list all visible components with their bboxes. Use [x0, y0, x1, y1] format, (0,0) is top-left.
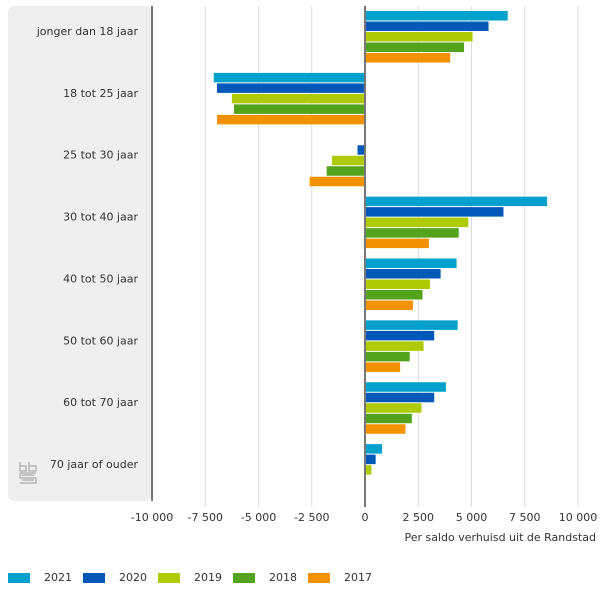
legend-swatch: [158, 572, 180, 583]
bar-2017-1: [216, 114, 365, 125]
bar-2018-4: [365, 290, 423, 300]
x-tick-label: 0: [362, 511, 369, 524]
bar-2020-5: [365, 330, 435, 341]
bar-2018-0: [365, 42, 465, 52]
category-panel: [8, 6, 152, 501]
x-tick-label: -5 000: [241, 511, 276, 524]
legend-item-2020: 2020: [83, 571, 158, 584]
bar-2019-1: [231, 93, 365, 104]
category-label: jonger dan 18 jaar: [36, 25, 139, 38]
bar-chart: jonger dan 18 jaar 18 tot 25 jaar 25 tot 3…: [8, 6, 597, 544]
bar-2020-4: [365, 269, 441, 279]
bar-2017-6: [365, 424, 406, 434]
x-tick-label: 7 500: [509, 511, 541, 524]
bar-2021-0: [365, 11, 508, 21]
bar-2018-5: [365, 351, 410, 362]
category-label: 40 tot 50 jaar: [63, 272, 138, 285]
bar-2019-7: [365, 465, 372, 475]
bar-2017-3: [365, 238, 429, 249]
category-label: 70 jaar of ouder: [50, 458, 139, 471]
legend-label: 2020: [119, 571, 147, 584]
legend-swatch: [308, 572, 330, 583]
x-tick-label: -2 500: [294, 511, 329, 524]
bar-2019-0: [365, 32, 473, 42]
category-label: 25 tot 30 jaar: [63, 149, 138, 162]
bars: [213, 11, 548, 475]
tick-labels: -10 000 -7 500 -5 000 -2 500 0 2 500 5 000 7 50…: [131, 511, 597, 524]
bar-2021-1: [213, 72, 365, 83]
legend-swatch: [83, 572, 105, 583]
bar-2020-3: [365, 207, 504, 217]
bar-2018-6: [365, 413, 412, 424]
category-label: 18 tot 25 jaar: [63, 87, 138, 100]
category-label: 30 tot 40 jaar: [63, 211, 138, 224]
legend-label: 2018: [269, 571, 297, 584]
legend-label: 2017: [344, 571, 372, 584]
x-tick-label: 2 500: [403, 511, 435, 524]
bar-2020-7: [365, 454, 376, 465]
bar-2021-7: [365, 444, 383, 454]
bar-2019-4: [365, 279, 430, 289]
bar-2020-2: [357, 145, 365, 155]
legend-item-2021: 2021: [8, 571, 83, 584]
bar-2018-1: [234, 104, 365, 114]
bar-2017-2: [309, 176, 365, 187]
x-tick-label: -10 000: [131, 511, 173, 524]
category-labels: jonger dan 18 jaar 18 tot 25 jaar 25 tot 3…: [36, 25, 139, 471]
x-tick-label: 5 000: [456, 511, 488, 524]
legend-swatch: [233, 572, 255, 583]
cbs-logo-icon: [19, 462, 37, 484]
bar-2021-3: [365, 196, 548, 207]
bar-2020-6: [365, 392, 435, 403]
bar-2017-5: [365, 362, 401, 372]
bar-2020-0: [365, 21, 489, 31]
legend-swatch: [8, 572, 30, 583]
legend-item-2018: 2018: [233, 571, 308, 584]
bar-2019-6: [365, 403, 422, 413]
bar-2021-5: [365, 320, 458, 330]
x-axis-title: Per saldo verhuisd uit de Randstad: [404, 531, 596, 544]
legend: 2021 2020 2019 2018 2017: [8, 571, 383, 584]
category-label: 60 tot 70 jaar: [63, 396, 138, 409]
bar-2019-2: [331, 155, 365, 166]
bar-2019-3: [365, 217, 469, 228]
bar-2021-4: [365, 258, 457, 268]
legend-label: 2021: [44, 571, 72, 584]
category-label: 50 tot 60 jaar: [63, 334, 138, 347]
x-tick-label: 10 000: [559, 511, 598, 524]
bar-2019-5: [365, 341, 424, 351]
legend-item-2019: 2019: [158, 571, 233, 584]
bar-2018-3: [365, 228, 459, 238]
legend-item-2017: 2017: [308, 571, 383, 584]
bar-2017-0: [365, 53, 451, 63]
bar-2020-1: [216, 83, 365, 93]
bar-2017-4: [365, 300, 413, 310]
bar-2018-2: [326, 166, 365, 176]
legend-label: 2019: [194, 571, 222, 584]
x-tick-label: -7 500: [188, 511, 223, 524]
bar-2021-6: [365, 382, 446, 392]
